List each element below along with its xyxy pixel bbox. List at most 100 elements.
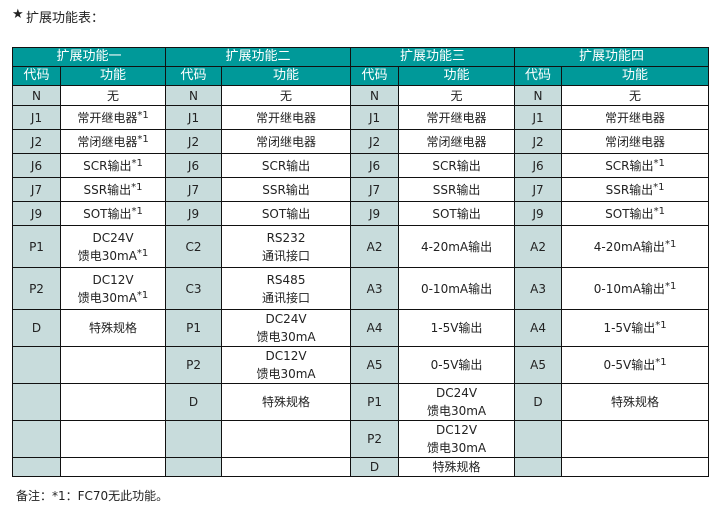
- function-text: 常闭继电器: [77, 134, 138, 149]
- code-cell: [12, 457, 61, 477]
- function-text: SSR输出: [432, 182, 481, 197]
- code-cell: [12, 383, 61, 421]
- code-cell: P1: [12, 225, 61, 268]
- function-cell: RS485 通讯接口: [221, 267, 352, 310]
- function-cell: SCR输出: [398, 153, 516, 178]
- code-cell: A5: [514, 346, 563, 384]
- footnote-mark: *1: [137, 133, 149, 145]
- function-cell: 常开继电器: [221, 105, 352, 130]
- function-text: 常开继电器: [256, 110, 317, 125]
- function-text: 4-20mA输出: [420, 239, 493, 254]
- table-row: D 特殊规格 P1 DC24V 馈电30mA A4 1-5V输出 A4 1-5V输出*1: [12, 309, 710, 347]
- function-cell: 0-10mA输出: [398, 267, 516, 310]
- code-cell: J9: [12, 201, 61, 226]
- code-cell: P1: [165, 309, 223, 347]
- code-cell: J7: [12, 177, 61, 202]
- function-cell: SOT输出: [221, 201, 352, 226]
- function-cell: 0-10mA输出*1: [561, 267, 710, 310]
- function-cell: DC24V 馈电30mA*1: [59, 225, 167, 268]
- code-cell: J2: [350, 129, 400, 154]
- code-cell: J1: [12, 105, 61, 130]
- function-cell: SOT输出*1: [561, 201, 710, 226]
- footnote-mark: *1: [664, 280, 677, 292]
- function-cell: 0-5V输出*1: [561, 346, 710, 384]
- code-cell: N: [514, 85, 563, 106]
- function-cell: [221, 420, 352, 458]
- code-cell: C2: [165, 225, 223, 268]
- function-text: SOT输出: [261, 206, 311, 221]
- table-row: J6 SCR输出*1 J6 SCR输出 J6 SCR输出 J6 SCR输出*1: [12, 153, 710, 178]
- title-text: 扩展功能表：: [26, 11, 105, 26]
- code-cell: J1: [350, 105, 400, 130]
- function-text: DC12V 馈电30mA: [77, 272, 137, 305]
- table-row: P2 DC12V 馈电30mA A5 0-5V输出 A5 0-5V输出*1: [12, 346, 710, 384]
- function-cell: 常闭继电器*1: [59, 129, 167, 154]
- function-cell: 无: [561, 85, 710, 106]
- function-cell: 常开继电器*1: [59, 105, 167, 130]
- code-cell: J6: [350, 153, 400, 178]
- function-cell: [59, 457, 167, 477]
- footnote-mark: *1: [131, 205, 143, 217]
- function-text: 特殊规格: [432, 460, 481, 474]
- function-cell: SSR输出: [398, 177, 516, 202]
- function-cell: 特殊规格: [398, 457, 516, 477]
- function-cell: 特殊规格: [221, 383, 352, 421]
- code-cell: J1: [514, 105, 563, 130]
- code-cell: [12, 346, 61, 384]
- code-cell: [165, 420, 223, 458]
- function-text: SCR输出: [261, 158, 311, 173]
- function-cell: DC12V 馈电30mA: [398, 420, 516, 458]
- function-cell: 4-20mA输出*1: [561, 225, 710, 268]
- code-header: 代码: [514, 66, 563, 86]
- code-cell: D: [165, 383, 223, 421]
- function-cell: [221, 457, 352, 477]
- function-text: 特殊规格: [262, 395, 311, 409]
- function-cell: SCR输出*1: [59, 153, 167, 178]
- function-text: SCR输出: [432, 158, 481, 173]
- code-cell: A4: [350, 309, 400, 347]
- table-row: J7 SSR输出*1 J7 SSR输出 J7 SSR输出 J7 SSR输出*1: [12, 177, 710, 202]
- function-text: SCR输出: [605, 158, 654, 173]
- code-header: 代码: [350, 66, 400, 86]
- function-text: 无: [280, 88, 293, 103]
- code-cell: J9: [514, 201, 563, 226]
- function-text: 常开继电器: [605, 110, 666, 125]
- function-cell: SCR输出*1: [561, 153, 710, 178]
- table-row: P2 DC12V 馈电30mA*1 C3 RS485 通讯接口 A3 0-10mA输出 A3…: [12, 267, 710, 310]
- code-cell: D: [514, 383, 563, 421]
- code-cell: J7: [165, 177, 223, 202]
- function-text: DC24V 馈电30mA: [426, 386, 487, 418]
- group-header: 扩展功能二: [165, 47, 352, 67]
- function-text: 0-5V输出: [603, 358, 656, 372]
- function-cell: RS232 通讯接口: [221, 225, 352, 268]
- code-cell: N: [12, 85, 61, 106]
- function-text: SOT输出: [432, 206, 481, 221]
- group-header: 扩展功能四: [514, 47, 710, 67]
- function-cell: [59, 383, 167, 421]
- code-cell: D: [12, 309, 61, 347]
- code-cell: J2: [12, 129, 61, 154]
- function-text: SSR输出: [83, 182, 132, 197]
- function-text: DC24V 馈电30mA: [77, 230, 137, 263]
- function-cell: DC12V 馈电30mA: [221, 346, 352, 384]
- code-cell: [514, 420, 563, 458]
- footnote-mark: *1: [653, 205, 665, 217]
- code-cell: J6: [165, 153, 223, 178]
- function-cell: DC24V 馈电30mA: [398, 383, 516, 421]
- function-text: 0-10mA输出: [420, 281, 493, 296]
- function-cell: 1-5V输出*1: [561, 309, 710, 347]
- function-text: 0-10mA输出: [593, 281, 665, 296]
- code-cell: J2: [514, 129, 563, 154]
- code-cell: J9: [165, 201, 223, 226]
- function-cell: 无: [221, 85, 352, 106]
- function-text: 无: [450, 88, 463, 103]
- footnote-mark: *1: [655, 357, 667, 368]
- code-cell: N: [165, 85, 223, 106]
- page-title: ★ 扩展功能表：: [12, 7, 105, 26]
- code-cell: A2: [350, 225, 400, 268]
- function-cell: [561, 457, 710, 477]
- function-text: 1-5V输出: [603, 321, 656, 335]
- function-text: 无: [107, 88, 120, 103]
- function-text: 常闭继电器: [605, 134, 666, 149]
- function-cell: 常闭继电器: [561, 129, 710, 154]
